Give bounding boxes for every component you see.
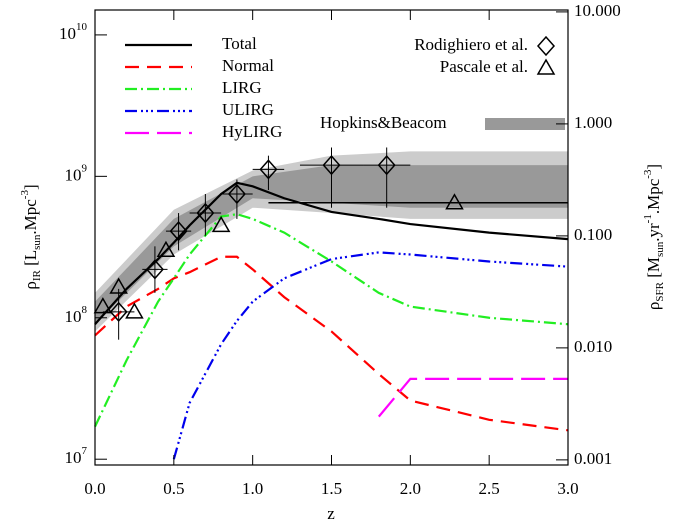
triangle-marker [156,240,176,258]
diamond-marker [227,183,246,205]
y-tick-label: 107 [65,445,88,467]
y2-tick-label: 1.000 [574,113,612,132]
y-tick-base: 10 [65,448,82,467]
x-axis-label: z [327,504,335,523]
y-tick-exponent: 10 [76,20,88,32]
triangle-marker [536,58,556,75]
y-tick-base: 10 [59,24,76,43]
x-tick-label: 0.5 [163,479,184,498]
y-tick-exponent: 9 [82,162,88,174]
y-tick-exponent: 8 [82,303,88,315]
band-legend-label: Hopkins&Beacom [320,113,447,132]
y-tick-label: 109 [65,162,88,184]
triangle-marker [445,193,464,210]
triangle-marker [93,297,113,314]
series-line [94,213,569,428]
x-tick-label: 0.0 [84,479,105,498]
legend-label: Rodighiero et al. [414,35,528,54]
band-inner [95,165,568,325]
triangle-marker [109,277,128,294]
y-axis-label: ρIR [Lsun.Mpc-3] [19,184,43,289]
x-tick-label: 2.0 [400,479,421,498]
diamond-marker [536,35,556,57]
diamond-marker [169,220,188,242]
series-line [377,377,568,418]
diamond-marker [259,159,278,180]
x-tick-label: 2.5 [479,479,500,498]
band-legend-swatch [485,118,565,130]
diamond-marker [377,155,396,176]
legend-label: Total [222,34,257,53]
diamond-marker [145,259,164,280]
y-tick-base: 10 [65,307,82,326]
triangle-marker [125,302,144,319]
diamond-marker [109,301,128,323]
series-line [172,251,569,460]
triangle-marker [211,215,231,233]
y-tick-exponent: 7 [82,445,88,457]
y2-tick-label: 0.010 [574,337,612,356]
y2-tick-label: 0.001 [574,449,612,468]
legend-label: Normal [222,56,274,75]
y2-axis-label: ρSFR [Msun.yr-1.Mpc-3] [642,164,666,310]
y2-tick-label: 10.000 [574,1,621,20]
legend-label: HyLIRG [222,122,282,141]
y-tick-base: 10 [65,165,82,184]
x-tick-label: 1.5 [321,479,342,498]
x-tick-label: 3.0 [557,479,578,498]
legend-label: Pascale et al. [440,57,528,76]
y-tick-label: 1010 [59,20,88,42]
diamond-marker [322,155,341,176]
x-tick-label: 1.0 [242,479,263,498]
legend-label: ULIRG [222,100,274,119]
legend-label: LIRG [222,78,262,97]
diamond-marker [196,202,215,224]
y-tick-label: 108 [65,303,88,325]
series-line [94,255,569,432]
y2-tick-label: 0.100 [574,225,612,244]
